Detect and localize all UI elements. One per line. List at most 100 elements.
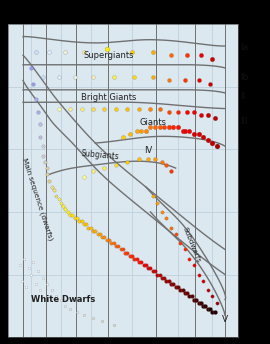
Point <box>102 106 107 111</box>
Point <box>38 121 42 127</box>
Point <box>79 106 84 111</box>
Point <box>36 269 40 274</box>
Point <box>160 159 164 164</box>
Point <box>169 225 173 230</box>
Point <box>167 278 171 283</box>
Text: Ia: Ia <box>240 43 248 52</box>
Point <box>164 215 168 221</box>
Point <box>112 75 116 80</box>
Point <box>169 169 173 174</box>
Point <box>201 303 205 309</box>
Point <box>183 247 187 252</box>
Point <box>196 78 201 83</box>
Point <box>109 240 114 246</box>
Point <box>118 247 123 252</box>
Point <box>91 106 95 111</box>
Point <box>215 300 219 305</box>
Text: II: II <box>240 92 245 100</box>
Point <box>171 281 176 287</box>
Point <box>157 125 162 130</box>
Point <box>144 262 148 268</box>
Point <box>43 159 47 164</box>
Point <box>72 75 77 80</box>
Point <box>164 278 168 283</box>
Point <box>183 78 187 83</box>
Point <box>91 75 95 80</box>
Point <box>40 153 45 158</box>
Point <box>151 269 155 274</box>
Point <box>190 294 194 299</box>
Point <box>82 50 86 55</box>
Point <box>148 106 153 111</box>
Point <box>206 306 210 312</box>
Point <box>187 294 192 299</box>
Point <box>185 291 189 296</box>
Point <box>112 322 116 327</box>
Point <box>151 50 155 55</box>
Point <box>155 200 159 205</box>
Point <box>121 247 125 252</box>
Point <box>148 125 153 130</box>
Point <box>178 287 183 293</box>
Point <box>215 143 219 149</box>
Point <box>112 240 116 246</box>
Point <box>45 281 49 287</box>
Point <box>176 284 180 290</box>
Point <box>29 65 33 71</box>
Point <box>59 297 63 302</box>
Point <box>105 237 109 243</box>
Point <box>66 209 70 215</box>
Point <box>137 156 141 161</box>
Point <box>26 266 31 271</box>
Point <box>169 281 173 287</box>
Point <box>206 287 210 293</box>
Point <box>59 200 63 205</box>
Point <box>100 319 104 324</box>
Point <box>160 209 164 215</box>
Point <box>141 262 146 268</box>
Point <box>210 56 214 61</box>
Point <box>173 284 178 290</box>
Point <box>183 128 187 133</box>
Point <box>93 228 97 234</box>
Point <box>91 228 95 234</box>
Point <box>24 284 29 290</box>
Point <box>157 272 162 277</box>
Point <box>100 234 104 240</box>
Point <box>75 215 79 221</box>
Text: Giants: Giants <box>139 118 166 127</box>
Point <box>134 128 139 133</box>
Point <box>153 269 157 274</box>
Point <box>40 275 45 280</box>
Point <box>96 231 100 237</box>
Point <box>180 287 185 293</box>
Point <box>137 259 141 265</box>
Text: White Dwarfs: White Dwarfs <box>31 295 95 304</box>
Point <box>63 50 68 55</box>
Point <box>125 106 130 111</box>
Point <box>212 309 217 315</box>
Point <box>167 78 171 83</box>
Point <box>82 222 86 227</box>
Point <box>31 259 36 265</box>
Point <box>68 106 72 111</box>
Point <box>102 165 107 171</box>
Point <box>210 140 214 146</box>
Point <box>45 172 49 177</box>
Point <box>160 275 164 280</box>
Point <box>176 109 180 115</box>
Point <box>56 197 61 202</box>
Point <box>63 303 68 309</box>
Point <box>157 106 162 111</box>
Text: V: V <box>222 315 228 324</box>
Point <box>54 294 59 299</box>
Point <box>151 75 155 80</box>
Point <box>36 109 40 115</box>
Point <box>56 106 61 111</box>
Point <box>102 234 107 240</box>
Point <box>52 187 56 193</box>
Point <box>91 169 95 174</box>
Point <box>79 218 84 224</box>
Text: Bright Giants: Bright Giants <box>81 93 137 102</box>
Text: Supergiants: Supergiants <box>84 51 134 60</box>
